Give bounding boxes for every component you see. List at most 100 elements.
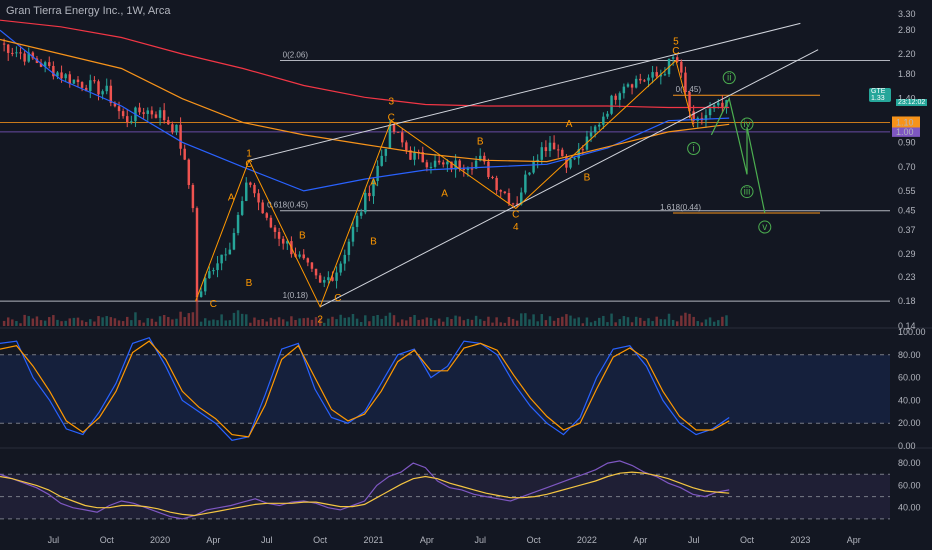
volume-bar: [593, 320, 597, 326]
candle-body: [413, 151, 416, 160]
candle-body: [191, 184, 195, 209]
volume-bar: [602, 315, 605, 326]
volume-bar: [253, 317, 256, 326]
candle-body: [573, 158, 576, 160]
date-axis-tick-label: Oct: [527, 535, 542, 545]
date-axis-tick-label: Apr: [633, 535, 647, 545]
volume-bar: [634, 316, 638, 326]
volume-bar: [544, 320, 548, 326]
stochastic-axis-tick-label: 20.00: [898, 418, 921, 428]
candle-body: [651, 72, 654, 78]
volume-bar: [257, 319, 260, 326]
candle-body: [228, 249, 232, 255]
volume-bar: [581, 323, 585, 326]
volume-bar: [565, 314, 568, 326]
candle-body: [179, 124, 182, 149]
candle-body: [208, 271, 211, 279]
volume-bar: [413, 315, 416, 326]
volume-bar: [655, 316, 658, 326]
candle-body: [76, 79, 80, 83]
volume-bar: [89, 319, 92, 326]
candle-body: [298, 254, 301, 257]
wave-label-circle: [740, 185, 754, 199]
trend-line: [248, 22, 801, 161]
wave-label: B: [477, 137, 484, 148]
volume-bar: [540, 314, 544, 326]
wave-label: C: [245, 159, 252, 170]
volume-bar: [589, 322, 593, 326]
volume-bar: [396, 322, 400, 326]
candle-body: [647, 77, 650, 81]
stochastic-line: [0, 336, 730, 441]
price-axis-tick-label: 2.20: [898, 49, 916, 59]
volume-bar: [639, 317, 642, 326]
volume-bar: [187, 313, 191, 326]
wave-label: v: [762, 222, 767, 233]
volume-bar: [80, 320, 84, 326]
volume-bar: [454, 315, 457, 326]
volume-bar: [708, 317, 712, 326]
candle-body: [269, 217, 273, 228]
price-axis-tick-label: 3.30: [898, 9, 916, 19]
volume-bar: [277, 317, 281, 326]
wave-label: A: [441, 188, 448, 199]
volume-bar: [126, 316, 129, 326]
candle-body: [56, 72, 59, 77]
volume-bar: [548, 316, 552, 326]
volume-bar: [269, 317, 273, 326]
candle-body: [43, 62, 47, 67]
wave-label: C: [334, 293, 341, 304]
volume-bar: [437, 318, 441, 326]
candle-body: [409, 150, 412, 160]
volume-bar: [183, 317, 186, 326]
candle-body: [240, 201, 244, 215]
volume-bar: [179, 311, 182, 326]
candle-body: [688, 91, 691, 112]
wave-label: C: [672, 46, 679, 57]
candle-body: [273, 227, 277, 232]
candle-body: [675, 57, 679, 62]
candle-body: [721, 102, 724, 107]
candle-body: [314, 268, 318, 276]
candle-body: [470, 168, 474, 170]
wave-label: C: [388, 113, 395, 124]
volume-bar: [507, 316, 511, 326]
candle-body: [478, 155, 482, 161]
price-level-badge: [892, 125, 920, 137]
volume-bar: [101, 317, 104, 326]
candle-body: [48, 62, 51, 66]
candle-body: [355, 215, 359, 227]
candle-body: [6, 44, 10, 53]
candle-body: [146, 110, 149, 114]
candle-body: [84, 87, 88, 92]
volume-bar: [314, 317, 318, 326]
candle-body: [286, 241, 289, 244]
moving-average-line: [0, 19, 730, 109]
date-axis-tick-label: 2022: [577, 535, 597, 545]
date-axis-tick-label: 2021: [363, 535, 383, 545]
candle-body: [659, 74, 663, 77]
volume-bar: [302, 318, 305, 326]
volume-bar: [421, 319, 424, 326]
candle-body: [343, 254, 347, 264]
volume-bar: [606, 322, 609, 326]
wave-label: 3: [389, 96, 395, 107]
volume-bar: [425, 317, 429, 326]
candle-body: [425, 162, 429, 168]
fib-level-label: 0(1.45): [676, 85, 702, 94]
candle-body: [556, 149, 560, 151]
candle-body: [507, 193, 511, 204]
candle-body: [11, 52, 14, 54]
price-level-badge-label: 1.00: [896, 127, 914, 137]
candle-body: [622, 86, 626, 94]
volume-bar: [31, 318, 35, 326]
volume-bar: [191, 312, 195, 326]
wave-label: A: [228, 192, 235, 203]
candle-body: [520, 192, 523, 205]
candle-body: [401, 132, 404, 143]
fib-level-label: 1.618(0.44): [660, 203, 701, 212]
volume-bar: [528, 319, 531, 326]
volume-bar: [532, 314, 535, 326]
